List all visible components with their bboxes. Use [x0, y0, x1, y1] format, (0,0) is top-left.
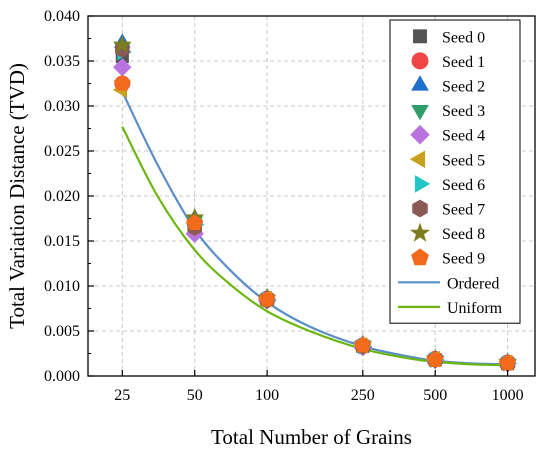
x-tick-label: 100	[255, 387, 279, 404]
seed-9-point	[113, 74, 131, 91]
seed-9-point	[499, 354, 516, 371]
y-tick-label: 0.040	[44, 8, 80, 25]
seed-9-point	[426, 351, 444, 367]
axes: 0.000 0.005 0.010 0.015 0.020 0.025 0.030 0.035…	[44, 8, 536, 404]
x-tick-label: 1000	[492, 387, 524, 404]
legend-label-ordered: Ordered	[447, 275, 499, 292]
seed-8-point	[112, 34, 132, 53]
x-tick-label: 250	[351, 387, 375, 404]
legend-label-seed-4: Seed 4	[442, 128, 485, 145]
y-tick-label: 0.020	[44, 188, 80, 205]
legend-marker-seed-7	[412, 199, 428, 218]
legend-label-seed-3: Seed 3	[442, 103, 485, 120]
legend-marker-seed-4	[410, 124, 430, 145]
legend-label-seed-2: Seed 2	[442, 79, 485, 96]
seed-9-point	[258, 290, 276, 307]
fit-lines	[121, 91, 508, 367]
legend-box	[389, 19, 521, 324]
x-tick-label: 500	[423, 387, 447, 404]
y-tick-label: 0.025	[44, 143, 80, 160]
x-tick-label: 50	[187, 387, 203, 404]
legend-marker-seed-5	[409, 150, 426, 169]
legend-label-seed-8: Seed 8	[442, 226, 485, 243]
legend-marker-seed-0	[413, 29, 427, 44]
legend-marker-seed-2	[411, 75, 429, 91]
legend-marker-seed-6	[414, 175, 431, 193]
legend-marker-seed-1	[411, 52, 429, 70]
legend-marker-seed-3	[411, 105, 429, 121]
seed-9-point	[186, 214, 204, 231]
legend-label-uniform: Uniform	[447, 300, 503, 317]
x-tick-label: 25	[114, 387, 130, 404]
y-axis-title: Total Variation Distance (TVD)	[5, 63, 29, 329]
legend-label-seed-6: Seed 6	[442, 177, 485, 194]
y-tick-label: 0.035	[44, 53, 80, 70]
y-tick-label: 0.015	[44, 233, 80, 250]
legend-label-seed-0: Seed 0	[442, 29, 485, 46]
y-tick-label: 0.000	[44, 368, 80, 385]
data-points	[112, 33, 518, 373]
seed-9-point	[354, 336, 372, 353]
legend: Seed 0 Seed 1 Seed 2 Seed 3 Seed 4 Seed 5 Seed…	[389, 19, 521, 324]
legend-marker-seed-8	[409, 222, 431, 242]
uniform-fit-line	[121, 126, 508, 367]
seed-4-point	[113, 58, 132, 77]
y-tick-label: 0.030	[44, 98, 80, 115]
x-axis-title: Total Number of Grains	[211, 425, 412, 449]
y-tick-label: 0.005	[44, 323, 80, 340]
legend-label-seed-9: Seed 9	[442, 251, 485, 268]
legend-label-seed-1: Seed 1	[442, 54, 485, 71]
legend-label-seed-5: Seed 5	[442, 152, 485, 169]
legend-label-seed-7: Seed 7	[442, 202, 485, 219]
y-tick-label: 0.010	[44, 278, 80, 295]
legend-marker-seed-9	[411, 248, 429, 266]
